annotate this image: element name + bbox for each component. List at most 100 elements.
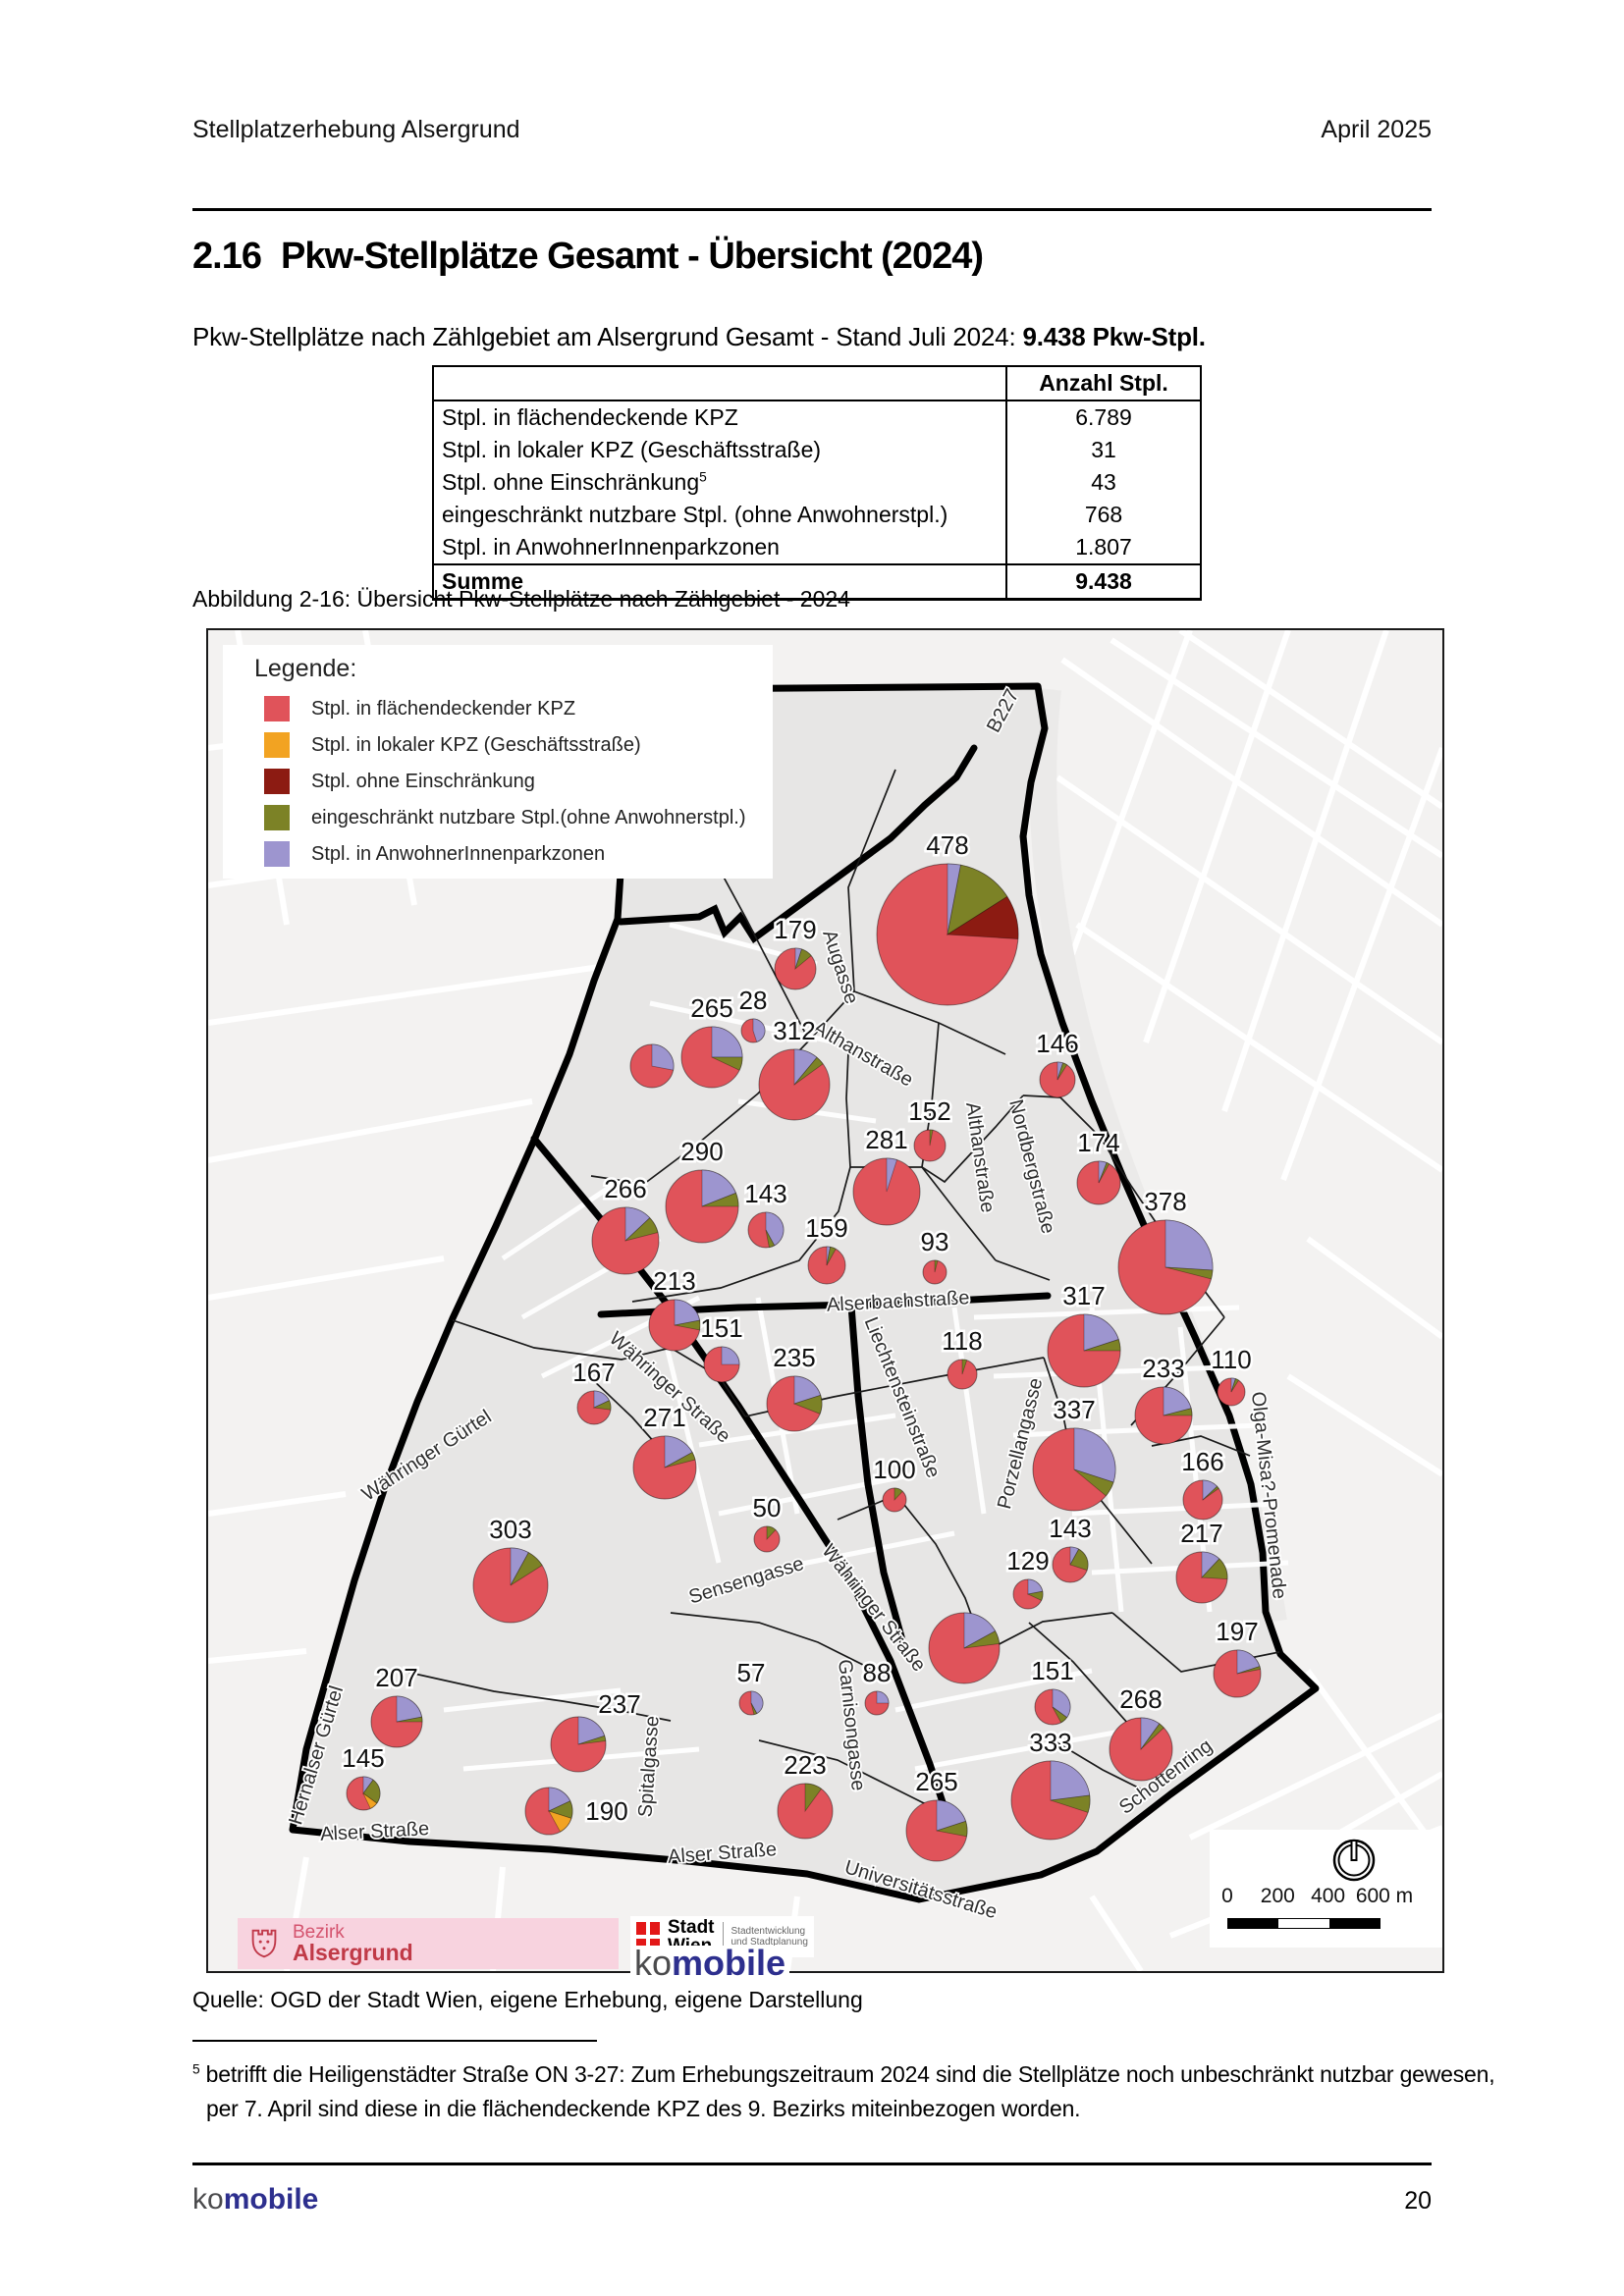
- table-row: Stpl. in flächendeckende KPZ 6.789: [433, 400, 1201, 434]
- north-arrow-icon: [1332, 1839, 1376, 1882]
- pie-slice-eingeschraenkt: [701, 1192, 739, 1207]
- pie-value-label: 197: [1216, 1617, 1258, 1646]
- pie-slice-anwohner: [750, 1690, 764, 1715]
- zone-pie: 145: [340, 1741, 387, 1811]
- pie-slice-eingeschraenkt: [826, 1246, 837, 1266]
- pie-value-label: 143: [744, 1179, 786, 1208]
- header-rule: [192, 208, 1432, 211]
- komobile-logo: komobile: [630, 1943, 790, 1983]
- footer-rule: [192, 2163, 1432, 2165]
- pie-slice-eingeschraenkt: [711, 1056, 743, 1071]
- pie-value-label: 213: [653, 1266, 695, 1296]
- pie-slice-eingeschraenkt: [804, 1783, 823, 1813]
- pie-slice-eingeschraenkt: [1083, 1339, 1121, 1352]
- legend-label: Stpl. in lokaler KPZ (Geschäftsstraße): [311, 733, 641, 756]
- pie-value-label: 312: [773, 1016, 815, 1045]
- sum-value: 9.438: [1005, 563, 1201, 600]
- pie-slice-eingeschraenkt: [1052, 1706, 1068, 1724]
- legend-item-lokal: Stpl. in lokaler KPZ (Geschäftsstraße): [264, 732, 641, 758]
- pie-value-label: 378: [1144, 1187, 1186, 1216]
- zone-pie: 166: [1179, 1445, 1226, 1521]
- pie-slice-anwohner: [1069, 1546, 1080, 1566]
- pie-slice-eingeschraenkt: [1056, 1062, 1068, 1081]
- pie-slice-eingeschraenkt: [362, 1779, 381, 1804]
- wien-logo-sub2: und Stadtplanung: [731, 1937, 808, 1948]
- pie-slice-eingeschraenkt: [961, 1359, 968, 1375]
- zone-pie: 100: [871, 1453, 918, 1513]
- pie-slice-anwohner: [1201, 1551, 1220, 1579]
- pie-value-label: 290: [680, 1137, 723, 1166]
- pie-value-label: 146: [1036, 1029, 1078, 1058]
- footnote-rule: [192, 2040, 597, 2042]
- pie-value-label: 478: [926, 830, 968, 860]
- zone-pie: 151: [1029, 1654, 1076, 1726]
- zone-pie: 110: [1209, 1343, 1254, 1407]
- map-figure: Augasse Althanstraße B227 Nordbergstraße Alt…: [206, 628, 1444, 1981]
- row-label: Stpl. in flächendeckende KPZ: [442, 404, 738, 430]
- pie-value-label: 303: [489, 1515, 531, 1544]
- pie-value-label: 151: [700, 1313, 742, 1343]
- footnote-text: betrifft die Heiligenstädter Straße ON 3…: [199, 2061, 1495, 2121]
- footer-brand: komobile: [192, 2183, 318, 2216]
- wien-logo-line1: Stadt: [668, 1917, 715, 1938]
- pie-slice-eingeschraenkt: [947, 864, 1008, 935]
- pie-slice-anwohner: [624, 1206, 651, 1242]
- pie-value-label: 88: [863, 1658, 892, 1687]
- pie-slice-eingeschraenkt: [396, 1716, 423, 1723]
- pie-value-label: 223: [784, 1750, 826, 1780]
- legend-label: Stpl. in flächendeckender KPZ: [311, 697, 576, 720]
- legend-title: Legende:: [254, 655, 357, 682]
- row-value: 768: [1005, 499, 1201, 531]
- summary-table: Anzahl Stpl. Stpl. in flächendeckende KP…: [432, 365, 1202, 601]
- komobile-ko: ko: [634, 1943, 673, 1983]
- pie-value-label: 281: [865, 1125, 907, 1154]
- zone-pie: 223: [777, 1748, 834, 1840]
- legend-item-eingeschraenkt: eingeschränkt nutzbare Stpl.(ohne Anwohn…: [264, 805, 746, 830]
- pie-slice-eingeschraenkt: [793, 1056, 824, 1086]
- pie-slice-eingeschraenkt: [1164, 1266, 1214, 1280]
- pie-slice-anwohner: [593, 1390, 610, 1409]
- zone-pie: 88: [860, 1656, 893, 1716]
- zone-pie: 207: [370, 1661, 423, 1748]
- header-left: Stellplatzerhebung Alsergrund: [192, 116, 520, 143]
- zone-pie: 268: [1109, 1682, 1173, 1782]
- sum-label: Summe: [433, 563, 1006, 600]
- row-label: eingeschränkt nutzbare Stpl. (ohne Anwoh…: [442, 502, 948, 527]
- legend-item-anwohner: Stpl. in AnwohnerInnenparkzonen: [264, 841, 605, 867]
- pie-slice-eingeschraenkt: [936, 1820, 968, 1838]
- zone-pie: 174: [1075, 1126, 1122, 1205]
- table-row: Stpl. in AnwohnerInnenparkzonen 1.807: [433, 531, 1201, 564]
- scale-tick: 600 m: [1355, 1885, 1414, 1907]
- pie-value-label: 266: [604, 1174, 646, 1203]
- pie-slice-anwohner: [793, 1375, 822, 1405]
- pie-slice-lokal: [548, 1810, 572, 1833]
- row-value: 31: [1005, 434, 1201, 466]
- pie-slice-eingeschraenkt: [765, 1229, 776, 1249]
- zone-pie: 265: [680, 991, 743, 1089]
- pie-value-label: 237: [598, 1689, 640, 1719]
- district-crest-icon: [251, 1929, 277, 1958]
- source-line: Quelle: OGD der Stadt Wien, eigene Erheb…: [192, 1987, 863, 2012]
- scale-tick: 200: [1260, 1885, 1295, 1907]
- pie-value-label: 190: [585, 1796, 627, 1826]
- zone-pie: 146: [1034, 1027, 1081, 1098]
- pie-slice-anwohner: [1027, 1578, 1044, 1595]
- pie-slice-lokal: [362, 1792, 378, 1809]
- legend-swatch-icon: [264, 769, 290, 794]
- figure-caption: Abbildung 2-16: Übersicht Pkw-Stellplätz…: [192, 586, 850, 612]
- pie-slice-eingeschraenkt: [1202, 1485, 1219, 1501]
- pie-slice-anwohner: [1083, 1313, 1119, 1352]
- zone-pie: 337: [1032, 1393, 1116, 1512]
- pie-slice-eingeschraenkt: [510, 1552, 543, 1586]
- zone-pie: 217: [1175, 1517, 1228, 1604]
- pie-slice-anwohner: [362, 1776, 374, 1795]
- row-label: Stpl. in lokaler KPZ (Geschäftsstraße): [442, 437, 822, 462]
- pie-value-label: 93: [921, 1227, 949, 1256]
- zone-pie: 317: [1047, 1279, 1121, 1388]
- scale-tick: 400: [1311, 1885, 1346, 1907]
- pie-slice-eingeschraenkt: [1163, 1408, 1193, 1416]
- zone-pie: 235: [766, 1341, 823, 1432]
- pie-slice-eingeschraenkt: [1098, 1162, 1110, 1184]
- legend-swatch-icon: [264, 732, 290, 758]
- pie-value-label: 235: [773, 1343, 815, 1372]
